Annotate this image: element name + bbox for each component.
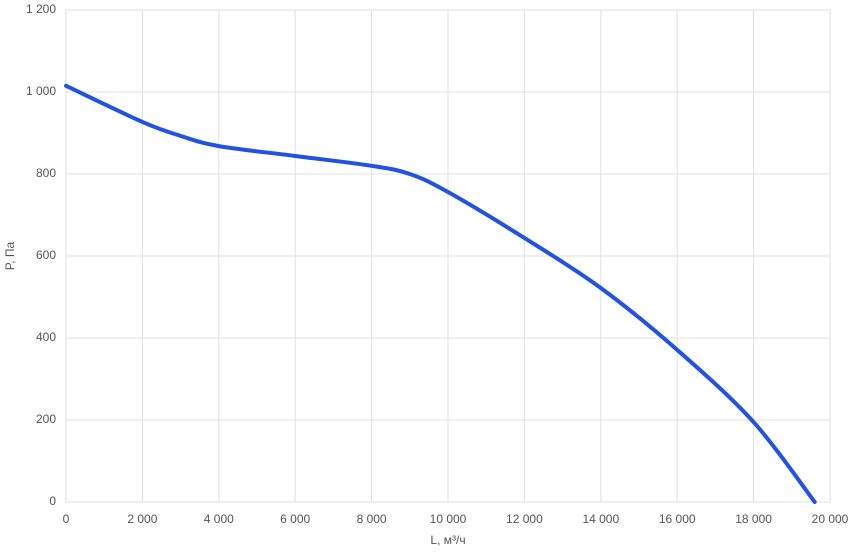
x-tick-label: 20 000 (812, 512, 849, 526)
x-axis-label: L, м³/ч (430, 533, 465, 547)
x-tick-label: 4 000 (204, 512, 234, 526)
y-tick-label: 800 (36, 166, 56, 180)
x-tick-label: 2 000 (127, 512, 157, 526)
y-tick-label: 200 (36, 412, 56, 426)
x-tick-label: 18 000 (735, 512, 772, 526)
x-tick-label: 6 000 (280, 512, 310, 526)
y-axis-label: P, Па (3, 241, 17, 270)
x-tick-label: 8 000 (357, 512, 387, 526)
data-line (64, 83, 817, 504)
y-tick-label: 1 000 (26, 84, 56, 98)
y-tick-label: 400 (36, 330, 56, 344)
y-tick-label: 0 (49, 494, 56, 508)
x-tick-label: 0 (63, 512, 70, 526)
x-tick-label: 14 000 (582, 512, 619, 526)
x-tick-label: 10 000 (430, 512, 467, 526)
y-tick-label: 600 (36, 248, 56, 262)
x-tick-label: 12 000 (506, 512, 543, 526)
x-tick-label: 16 000 (659, 512, 696, 526)
y-tick-label: 1 200 (26, 2, 56, 16)
